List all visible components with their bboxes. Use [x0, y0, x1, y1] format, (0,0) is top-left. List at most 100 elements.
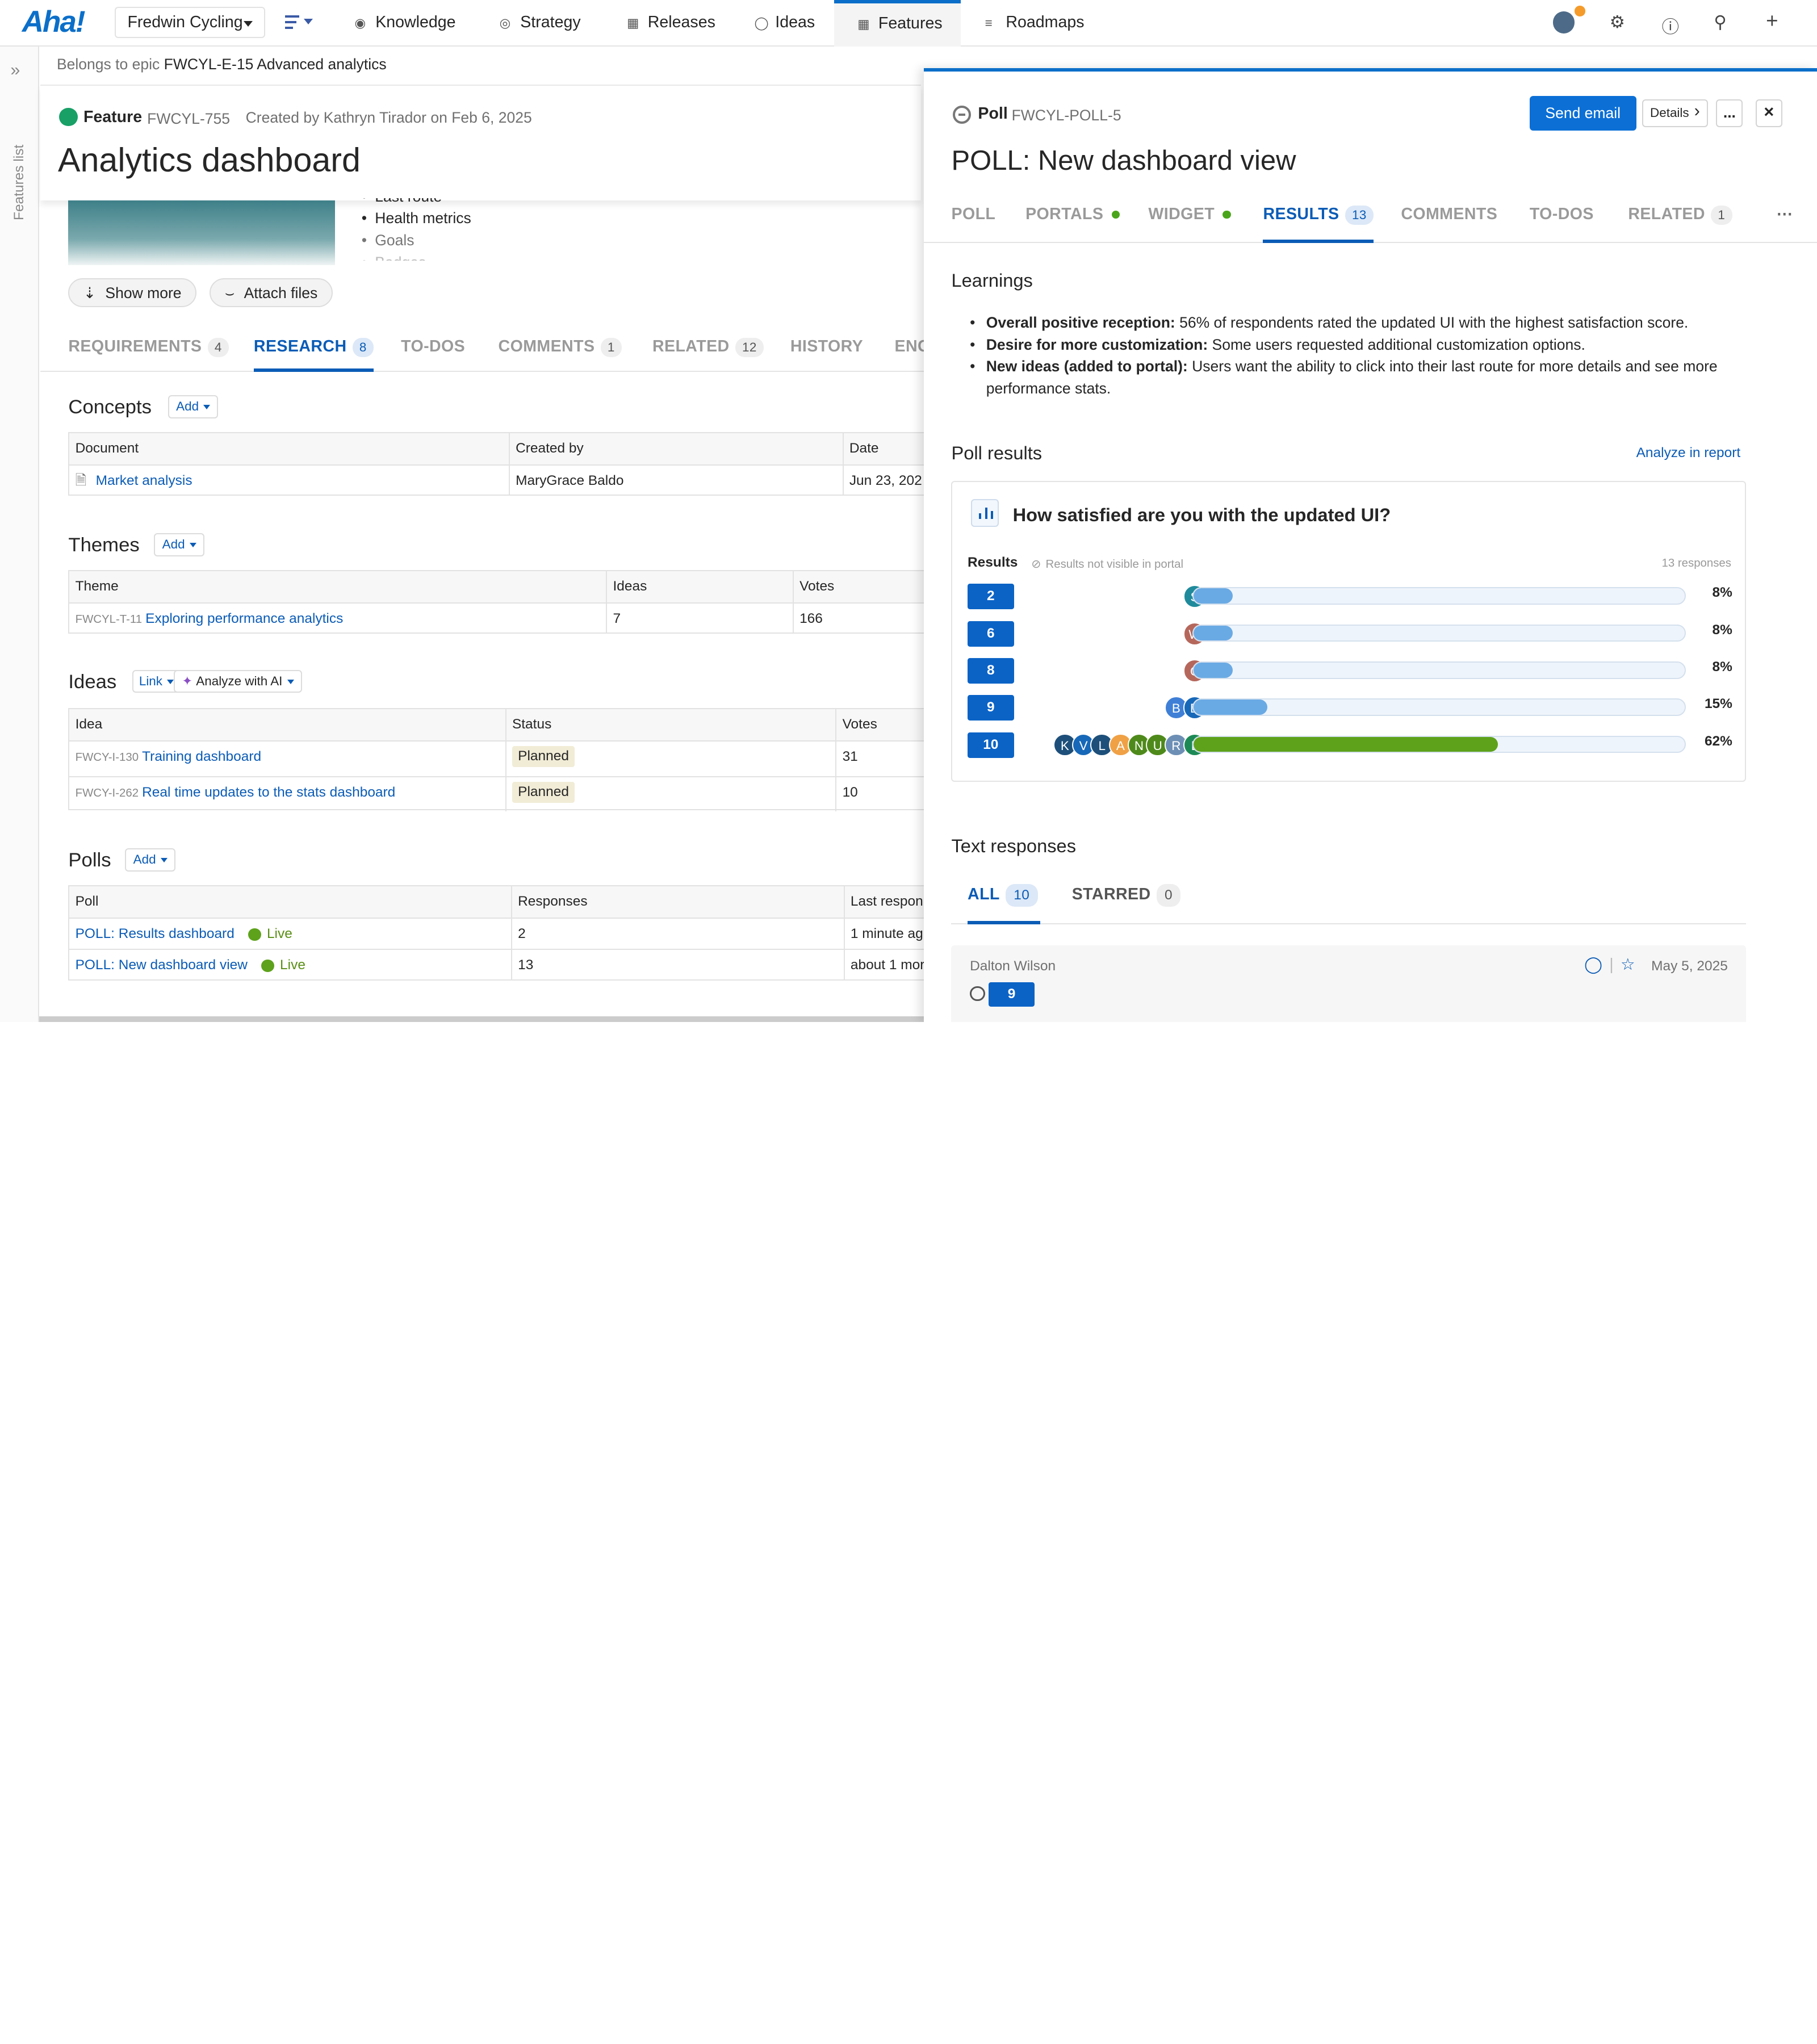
poll-icon [952, 105, 972, 124]
tab-poll[interactable]: POLL [951, 204, 996, 223]
record-type: Feature [83, 107, 143, 126]
search-icon[interactable]: ⚲ [1714, 12, 1727, 32]
themes-add-button[interactable]: Add [154, 533, 204, 556]
check-circle-icon [970, 986, 985, 1002]
list-item: Overall positive reception: 56% of respo… [970, 312, 1728, 334]
table-row: FWCY-I-262 Real time updates to the stats… [69, 776, 936, 811]
nav-releases[interactable]: ▦ Releases [627, 0, 715, 47]
features-list-label: Features list [11, 144, 27, 220]
avatar[interactable]: R [1164, 733, 1188, 757]
gear-icon[interactable]: ⚙ [1609, 12, 1626, 32]
list-item: Desire for more customization: Some user… [970, 334, 1728, 356]
send-email-button[interactable]: Send email [1529, 96, 1636, 131]
polls-add-button[interactable]: Add [125, 848, 175, 872]
more-options-button[interactable]: ... [1716, 99, 1743, 128]
results-label: Results [968, 555, 1018, 571]
tab-results[interactable]: RESULTS 13 [1263, 192, 1374, 244]
star-icon[interactable]: ☆ [1620, 956, 1635, 974]
tab-todos[interactable]: TO-DOS [1529, 204, 1594, 223]
status-dot [1223, 210, 1231, 219]
analyze-ai-button[interactable]: ✦ Analyze with AI [174, 669, 302, 693]
poll-link[interactable]: POLL: Results dashboard [75, 926, 235, 942]
result-percent: 8% [1712, 622, 1732, 638]
idea-link[interactable]: Real time updates to the stats dashboard [142, 785, 396, 801]
aha-logo[interactable]: Aha! [22, 5, 86, 39]
magic-wand-icon: ✦ [182, 673, 193, 688]
tab-todos[interactable]: TO-DOS [401, 337, 466, 355]
record-id[interactable]: FWCYL-755 [147, 110, 231, 127]
list-item: New ideas (added to portal): Users want … [970, 355, 1728, 400]
nav-ideas[interactable]: ◯ Ideas [755, 0, 815, 47]
record-id[interactable]: FWCYL-POLL-5 [1011, 106, 1121, 124]
question-card: How satisfied are you with the updated U… [951, 480, 1747, 782]
strategy-icon: ◎ [499, 16, 511, 30]
tab-requirements[interactable]: REQUIREMENTS 4 [68, 328, 229, 372]
ideas-link-button[interactable]: Link [132, 669, 181, 693]
menu-icon[interactable] [285, 15, 313, 32]
tab-starred[interactable]: STARRED 0 [1072, 872, 1181, 925]
details-button[interactable]: Details [1642, 98, 1709, 128]
avatar[interactable]: A [1108, 733, 1132, 757]
poll-link[interactable]: POLL: New dashboard view [75, 957, 248, 973]
attach-files-button[interactable]: ⌣ Attach files [210, 278, 333, 307]
epic-link[interactable]: FWCYL-E-15 Advanced analytics [164, 55, 387, 73]
bar-chart-icon [971, 499, 999, 527]
idea-link[interactable]: Training dashboard [142, 749, 262, 765]
poll-results-title: Poll results [951, 442, 1043, 464]
feature-tabs: REQUIREMENTS 4 RESEARCH 8 TO-DOS COMMENTS 1… [40, 328, 930, 372]
description-bullets: Last route Health metrics Goals Badges [362, 186, 471, 261]
concepts-add-button[interactable]: Add [168, 395, 219, 418]
tab-all[interactable]: ALL 10 [968, 872, 1040, 925]
document-link[interactable]: Market analysis [95, 473, 192, 489]
features-list-sidebar[interactable]: » Features list [0, 46, 40, 1022]
question-text: How satisfied are you with the updated U… [1012, 504, 1391, 525]
themes-table: Theme Ideas Votes FWCYL-T-11 Exploring pe… [68, 570, 937, 634]
status-badge: Planned [512, 782, 575, 803]
tab-history[interactable]: HISTORY [790, 337, 864, 355]
avatar[interactable] [1552, 11, 1575, 34]
help-icon[interactable]: ⓘ [1661, 18, 1680, 37]
record-type: Poll [978, 104, 1008, 123]
tab-comments[interactable]: COMMENTS [1401, 204, 1498, 223]
nav-strategy[interactable]: ◎ Strategy [500, 0, 581, 47]
document-icon: 🗎 [75, 473, 87, 489]
respondent-name: Dalton Wilson [970, 958, 1056, 974]
status-badge: Planned [512, 746, 575, 767]
tab-research[interactable]: RESEARCH 8 [253, 328, 374, 372]
tab-portals[interactable]: PORTALS [1025, 192, 1120, 244]
tab-related[interactable]: RELATED 12 [652, 328, 764, 372]
result-option: 10 [968, 732, 1014, 758]
table-row: 🗎 Market analysis MaryGrace Baldo Jun 23,… [69, 464, 936, 496]
nav-knowledge[interactable]: ◉ Knowledge [354, 0, 455, 47]
more-tabs-icon[interactable]: ⋯ [1776, 204, 1793, 223]
eye-off-icon: ⊘ [1031, 558, 1041, 571]
show-more-button[interactable]: ⇣ Show more [68, 278, 197, 307]
page-title[interactable]: Analytics dashboard [58, 140, 361, 179]
response-value: 9 [988, 982, 1035, 1007]
expand-icon[interactable]: » [10, 60, 20, 80]
learnings-list: Overall positive reception: 56% of respo… [970, 312, 1728, 400]
releases-icon: ▦ [627, 16, 639, 30]
tab-comments[interactable]: COMMENTS 1 [499, 328, 622, 372]
tab-widget[interactable]: WIDGET [1148, 192, 1231, 244]
tab-related[interactable]: RELATED 1 [1628, 192, 1732, 244]
theme-link[interactable]: Exploring performance analytics [145, 611, 344, 627]
created-by: Created by Kathryn Tirador on Feb 6, 202… [245, 108, 532, 126]
plus-icon[interactable]: + [1766, 9, 1778, 33]
result-option: 2 [968, 584, 1014, 610]
poll-title[interactable]: POLL: New dashboard view [951, 145, 1296, 176]
concepts-title: Concepts [68, 396, 152, 418]
result-bar-fill [1193, 625, 1233, 641]
idea-bulb-icon[interactable]: ◯ [1584, 956, 1603, 974]
close-button[interactable]: × [1755, 99, 1782, 128]
nav-features[interactable]: ▦ Features [834, 0, 961, 47]
result-bar-fill [1193, 588, 1233, 604]
table-row: FWCYL-T-11 Exploring performance analytic… [69, 602, 936, 634]
analyze-report-link[interactable]: Analyze in report [1636, 445, 1741, 460]
result-bar [1192, 735, 1686, 753]
app-root: Aha! Fredwin Cycling ◉ Knowledge ◎ Strateg… [0, 0, 1817, 1022]
nav-roadmaps[interactable]: ≡ Roadmaps [985, 0, 1085, 47]
horizontal-scrollbar[interactable] [39, 1016, 925, 1022]
workspace-selector[interactable]: Fredwin Cycling [115, 7, 266, 39]
chevron-down-icon [243, 20, 253, 27]
